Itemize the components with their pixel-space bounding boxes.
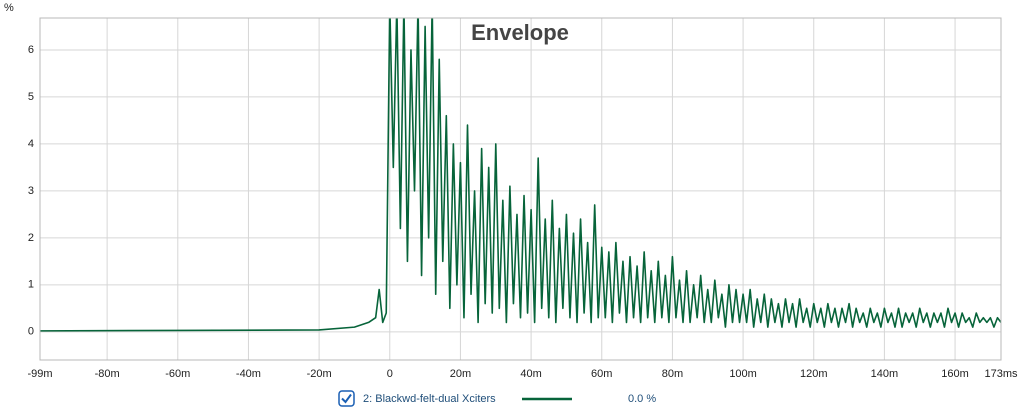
plot-frame xyxy=(39,17,1002,361)
legend-readout: 0.0 % xyxy=(628,393,656,405)
y-tick-label: 5 xyxy=(28,91,34,103)
y-axis-label: % xyxy=(4,2,14,14)
x-tick-label: 100m xyxy=(729,368,757,380)
y-tick-label: 4 xyxy=(28,138,34,150)
y-tick-label: 2 xyxy=(28,232,34,244)
x-tick-label: 20m xyxy=(450,368,471,380)
x-tick-label: 140m xyxy=(871,368,899,380)
x-tick-label: -60m xyxy=(165,368,190,380)
x-tick-label: 120m xyxy=(800,368,828,380)
legend-label: 2: Blackwd-felt-dual Xciters xyxy=(363,393,496,405)
x-tick-label: 0 xyxy=(387,368,393,380)
x-tick-label: 173ms xyxy=(984,368,1018,380)
x-tick-label: -80m xyxy=(95,368,120,380)
x-tick-label: 80m xyxy=(662,368,683,380)
checkmark xyxy=(341,393,352,404)
y-tick-label: 1 xyxy=(28,279,34,291)
legend-checkbox[interactable] xyxy=(338,390,355,407)
chart-title: Envelope xyxy=(471,20,569,45)
x-tick-label: 40m xyxy=(520,368,541,380)
legend: 2: Blackwd-felt-dual Xciters 0.0 % xyxy=(338,390,656,407)
y-tick-label: 0 xyxy=(28,326,34,338)
x-tick-label: -20m xyxy=(307,368,332,380)
data-line xyxy=(40,18,1001,332)
x-tick-label: 60m xyxy=(591,368,612,380)
x-tick-label: 160m xyxy=(941,368,969,380)
y-tick-label: 3 xyxy=(28,185,34,197)
x-tick-label: -40m xyxy=(236,368,261,380)
y-tick-label: 6 xyxy=(28,44,34,56)
x-tick-label: -99m xyxy=(27,368,52,380)
